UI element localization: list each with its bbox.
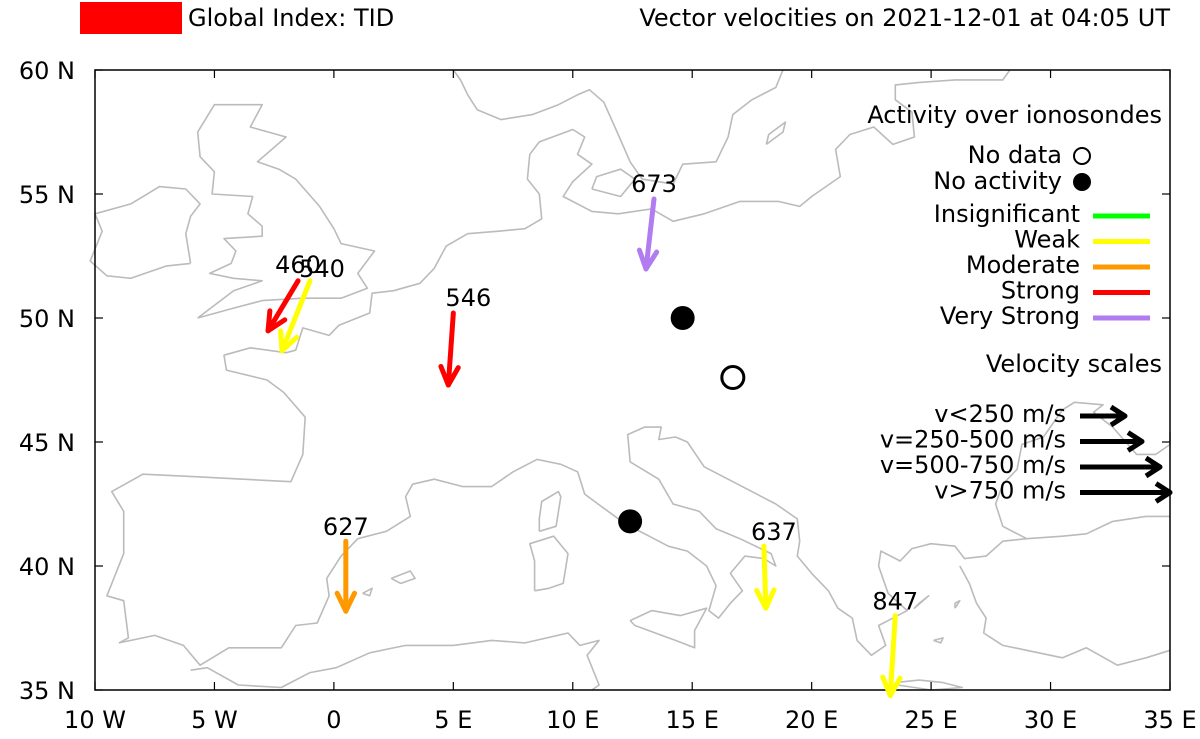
- velocity-vector: 460: [265, 251, 321, 334]
- coastline: [196, 103, 376, 319]
- activity-legend-title: Activity over ionosondes: [867, 101, 1162, 129]
- station-label: 460: [275, 251, 321, 279]
- coastline: [933, 637, 944, 644]
- global-index-swatch: [80, 2, 182, 34]
- legend-level-label: Insignificant: [934, 200, 1080, 228]
- legend-level-label: Moderate: [966, 251, 1080, 279]
- legend-no-data-label: No data: [968, 141, 1062, 169]
- figure-title: Vector velocities on 2021-12-01 at 04:05…: [639, 4, 1170, 32]
- velocity-legend: Velocity scales v<250 m/sv=250-500 m/sv=…: [880, 350, 1173, 505]
- activity-legend: Activity over ionosondes No data No acti…: [867, 101, 1162, 330]
- coastline: [591, 168, 636, 198]
- lon-tick-label: 35 E: [1143, 706, 1196, 734]
- station-label: 637: [751, 518, 797, 546]
- lat-tick-label: 55 N: [19, 181, 75, 209]
- station-label: 540: [299, 255, 345, 283]
- coastline: [362, 587, 373, 597]
- coastline: [629, 607, 708, 649]
- velocity-vector: 637: [751, 518, 797, 611]
- lon-tick-label: 15 E: [666, 706, 719, 734]
- station-label: 673: [631, 170, 677, 198]
- lon-tick-label: 20 E: [785, 706, 838, 734]
- coastline: [528, 535, 569, 592]
- velocity-scale-label: v>750 m/s: [934, 477, 1066, 505]
- global-index-label: Global Index: TID: [188, 4, 394, 32]
- velocity-vector: 540: [278, 255, 345, 354]
- coastline: [452, 69, 631, 163]
- legend-level-label: Weak: [1014, 226, 1080, 254]
- coastline: [629, 69, 784, 185]
- coastline: [765, 121, 787, 146]
- lon-tick-label: 5 E: [434, 706, 472, 734]
- ionosonde-markers: [618, 306, 746, 534]
- legend-no-data-marker: [1073, 147, 1091, 165]
- legend-level-label: Very Strong: [940, 302, 1080, 330]
- coastline: [894, 679, 964, 691]
- velocity-scale-label: v<250 m/s: [934, 400, 1066, 428]
- coastline: [190, 632, 600, 691]
- velocity-scale-arrow: [1080, 481, 1173, 504]
- legend-no-activity-label: No activity: [933, 167, 1062, 195]
- velocity-vector: 546: [438, 284, 491, 388]
- coastline: [913, 594, 930, 610]
- station-label: 847: [872, 588, 918, 616]
- velocity-scale-arrow: [1080, 430, 1145, 453]
- coastline: [89, 185, 201, 280]
- lat-tick-label: 50 N: [19, 305, 75, 333]
- axis-ticks: [94, 69, 1171, 691]
- velocity-vector: 847: [872, 588, 918, 699]
- lat-tick-label: 40 N: [19, 553, 75, 581]
- lon-tick-label: 5 W: [191, 706, 238, 734]
- lon-tick-label: 25 E: [904, 706, 957, 734]
- plot-frame: [94, 69, 1171, 691]
- lat-tick-label: 60 N: [19, 57, 75, 85]
- velocity-vector: 673: [631, 170, 677, 272]
- station-label: 627: [323, 513, 369, 541]
- legend-level-label: Strong: [1001, 277, 1080, 305]
- no-data-marker: [720, 365, 746, 391]
- lon-tick-label: 10 W: [64, 706, 126, 734]
- velocity-legend-title: Velocity scales: [986, 350, 1162, 378]
- coastline: [1026, 515, 1170, 540]
- coastline: [538, 490, 562, 533]
- coastline: [390, 570, 416, 585]
- station-label: 546: [445, 284, 491, 312]
- velocity-scale-arrow: [1080, 455, 1163, 479]
- coastline: [954, 599, 961, 609]
- coastline-layer: [89, 69, 1171, 691]
- lon-tick-label: 10 E: [546, 706, 599, 734]
- lon-tick-label: 0: [326, 706, 341, 734]
- legend-no-activity-marker: [1073, 173, 1091, 191]
- velocity-scale-label: v=500-750 m/s: [880, 451, 1066, 479]
- latitude-axis: 60 N 55 N 50 N 45 N 40 N 35 N: [19, 57, 75, 705]
- longitude-axis: 10 W 5 W 0 5 E 10 E 15 E 20 E 25 E 30 E 35 E: [64, 706, 1197, 734]
- coastline: [106, 69, 1011, 644]
- no-activity-marker: [618, 509, 643, 534]
- velocity-vector: 627: [323, 513, 369, 614]
- lat-tick-label: 35 N: [19, 677, 75, 705]
- velocity-scale-label: v=250-500 m/s: [880, 426, 1066, 454]
- coastline: [118, 401, 1171, 667]
- lat-tick-label: 45 N: [19, 429, 75, 457]
- velocity-scale-arrow: [1080, 404, 1128, 428]
- no-activity-marker: [670, 306, 695, 330]
- lon-tick-label: 30 E: [1024, 706, 1077, 734]
- coastline: [959, 565, 1171, 667]
